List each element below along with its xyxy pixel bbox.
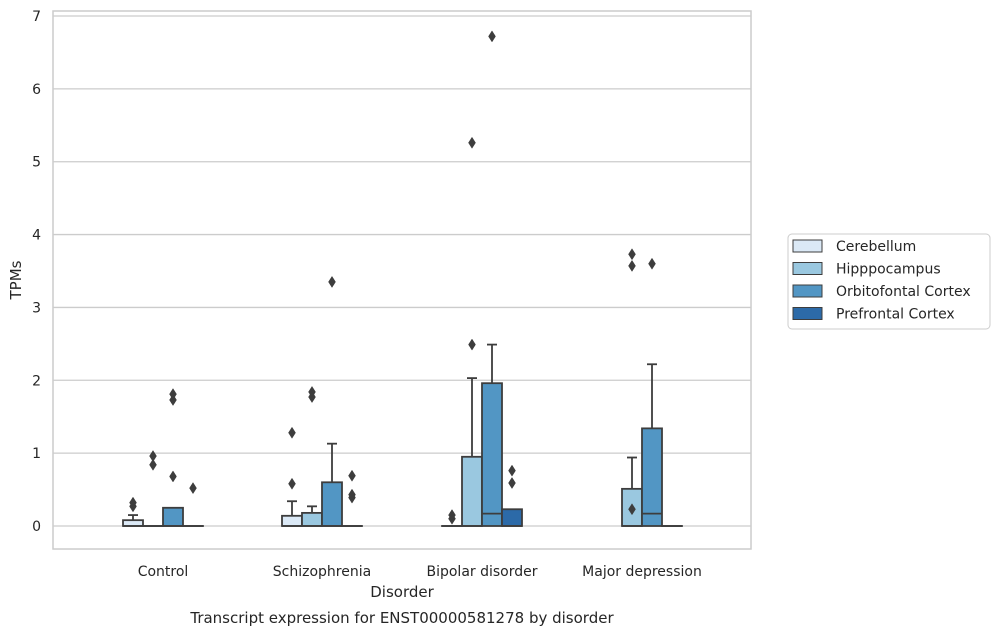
y-tick-label: 5	[32, 155, 41, 171]
box	[162, 506, 184, 527]
chart-caption: Transcript expression for ENST0000058127…	[189, 609, 614, 627]
x-tick-labels: Control Schizophrenia Bipolar disorder Majo…	[138, 564, 702, 580]
outlier-point	[468, 338, 476, 351]
legend-swatch	[792, 284, 823, 298]
outlier-point	[468, 136, 476, 149]
box	[481, 382, 503, 527]
legend-swatch	[792, 307, 823, 320]
outlier-point	[628, 248, 636, 261]
box	[321, 481, 343, 527]
box	[641, 427, 663, 527]
y-tick-label: 2	[32, 373, 41, 389]
box	[501, 508, 523, 527]
outlier-point	[189, 482, 197, 495]
legend-swatch	[792, 262, 823, 275]
legend-label: Orbitofontal Cortex	[836, 284, 971, 300]
outlier-point	[508, 464, 516, 477]
box-series	[122, 30, 683, 527]
outlier-point	[328, 275, 336, 288]
y-tick-label: 7	[32, 9, 41, 25]
y-tick-labels: 0 1 2 3 4 5 6 7	[32, 9, 41, 535]
outlier-point	[169, 470, 177, 483]
y-tick-label: 3	[32, 300, 41, 316]
legend-swatch	[792, 239, 823, 253]
legend-frame	[787, 233, 991, 330]
outlier-point	[448, 509, 456, 522]
box	[281, 514, 303, 527]
legend-label: Cerebellum	[836, 239, 916, 255]
outlier-point	[628, 503, 636, 516]
box	[461, 455, 483, 527]
x-tick-label: Schizophrenia	[273, 564, 371, 580]
y-axis-label: TPMs	[7, 260, 25, 300]
outlier-point	[648, 257, 656, 270]
plot-area-frame	[52, 10, 752, 550]
outlier-point	[508, 477, 516, 489]
outlier-point	[149, 450, 157, 463]
outlier-point	[308, 385, 316, 398]
outlier-point	[149, 458, 157, 471]
y-tick-label: 0	[32, 519, 41, 535]
y-tick-label: 4	[32, 228, 41, 244]
outlier-point	[488, 30, 496, 43]
x-tick-label: Major depression	[582, 564, 702, 580]
x-tick-label: Control	[138, 564, 189, 580]
outlier-point	[288, 477, 296, 490]
legend-label: Prefrontal Cortex	[836, 307, 955, 323]
y-tick-label: 6	[32, 82, 41, 98]
legend-label: Hipppocampus	[836, 262, 941, 278]
grid-lines	[53, 15, 751, 527]
y-tick-label: 1	[32, 446, 41, 462]
x-tick-label: Bipolar disorder	[426, 564, 537, 580]
outlier-point	[169, 388, 177, 401]
x-axis-label: Disorder	[370, 583, 434, 601]
outlier-point	[348, 488, 356, 501]
outlier-point	[288, 426, 296, 439]
legend: Cerebellum Hipppocampus Orbitofontal Corte…	[787, 233, 991, 330]
outlier-point	[129, 496, 137, 509]
outlier-point	[628, 259, 636, 272]
box	[301, 511, 323, 527]
outlier-point	[348, 469, 356, 482]
